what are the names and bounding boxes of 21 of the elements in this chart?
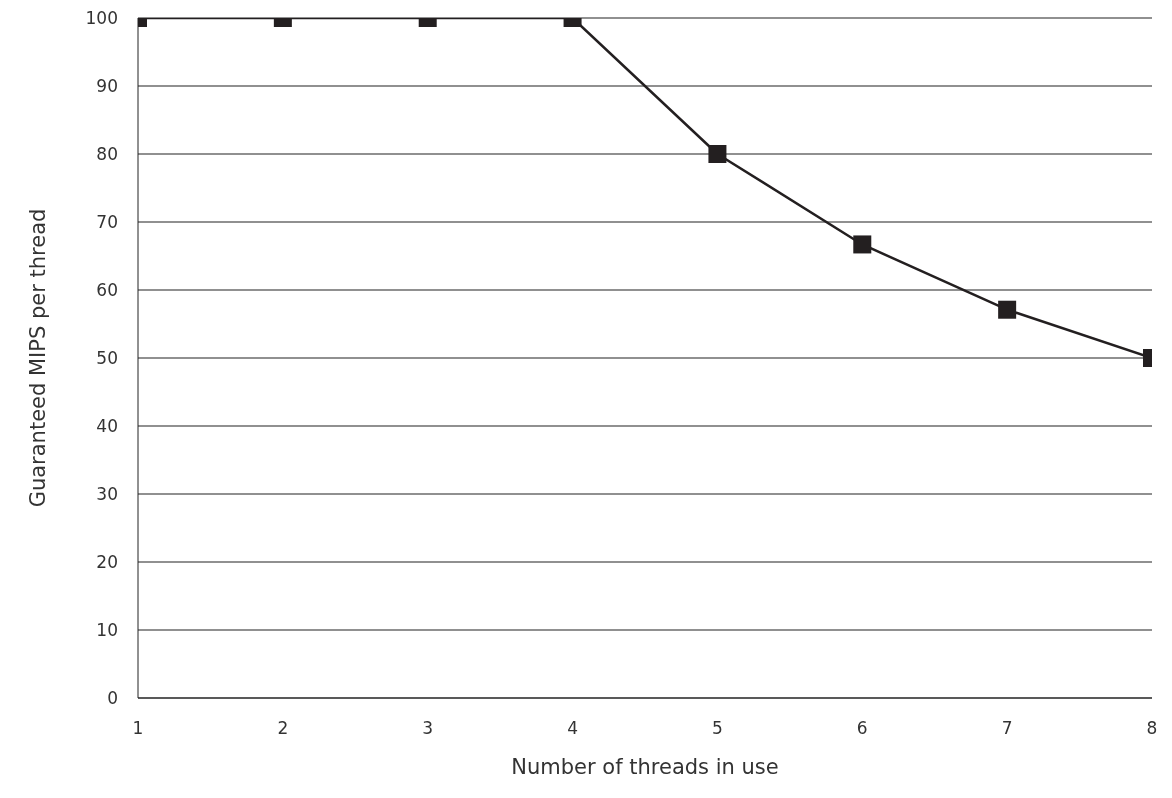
y-tick-label: 80 [96,144,118,165]
y-tick-label: 10 [96,620,118,641]
y-tick-label: 0 [107,688,118,709]
x-tick-label: 6 [856,718,868,739]
x-axis-title: Number of threads in use [511,755,779,779]
y-tick-label: 70 [96,212,118,233]
x-tick-label: 2 [277,718,289,739]
x-tick-label: 1 [132,718,144,739]
y-tick-label: 50 [96,348,118,369]
y-tick-label: 100 [85,8,118,29]
y-tick-label: 60 [96,280,118,301]
x-tick-label: 5 [712,718,723,739]
y-axis-title: Guaranteed MIPS per thread [26,208,51,508]
y-tick-label: 30 [96,484,118,505]
x-tick-label: 4 [567,718,578,739]
y-tick-label: 90 [96,76,118,97]
y-tick-label: 20 [96,552,118,573]
x-tick-label: 3 [422,718,434,739]
x-tick-label: 7 [1001,718,1013,739]
y-tick-label: 40 [96,416,118,437]
x-tick-label: 8 [1146,718,1158,739]
